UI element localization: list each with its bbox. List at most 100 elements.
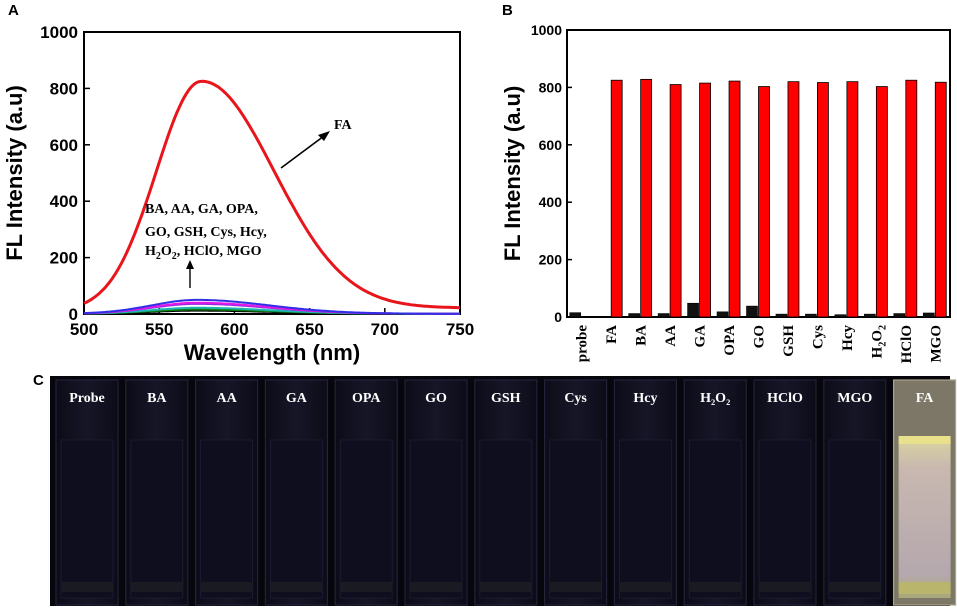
vial-label: OPA	[352, 391, 381, 406]
bar-ga-with-fa	[699, 82, 711, 318]
y-tick-label-b: 600	[539, 137, 563, 153]
vial-gsh: GSH	[474, 379, 538, 606]
x-axis-label-a: Wavelength (nm)	[184, 340, 360, 365]
bar-probe-analyte	[569, 312, 582, 318]
vial-cys: Cys	[543, 379, 608, 606]
bar-h2o2-with-fa	[875, 86, 888, 318]
panel-b-letter: B	[502, 2, 513, 19]
y-tick-label-a: 400	[50, 192, 78, 211]
vial-fa: FA	[892, 379, 957, 606]
bar-opa-with-fa	[728, 80, 741, 318]
bar-hcy-with-fa	[846, 81, 859, 318]
category-label-cys: Cys	[810, 325, 826, 349]
category-label-opa: OPA	[722, 325, 738, 356]
bar-gsh-analyte	[775, 313, 788, 318]
category-label-fa: FA	[604, 325, 620, 344]
bar-hclo-analyte	[893, 313, 906, 318]
bar-hcy-analyte	[834, 314, 847, 318]
vial-probe: Probe	[55, 379, 119, 606]
x-tick-label-a: 650	[295, 320, 323, 339]
vial-h₂o₂: H₂O₂	[683, 379, 747, 606]
bar-mgo-analyte	[922, 312, 935, 318]
bar-go-with-fa	[758, 86, 770, 318]
y-tick-label-b: 0	[554, 309, 562, 325]
category-label-h2o2: H2O2	[869, 325, 888, 358]
y-tick-label-b: 800	[539, 79, 563, 95]
vial-label: GO	[425, 391, 447, 406]
series-line-ba	[84, 298, 460, 315]
panel-a-spectra-chart: 0 200 400 600 800 1000 500 550 600 650 700 750 FL …	[2, 23, 474, 365]
bar-aa-analyte	[657, 313, 670, 318]
others-annotation-line-2: GO, GSH, Cys, Hcy,	[145, 225, 267, 240]
vial-label: H₂O₂	[700, 391, 730, 406]
category-label-hcy: Hcy	[840, 325, 856, 351]
vial-hclo: HClO	[753, 379, 817, 606]
y-tick-label-a: 200	[50, 249, 78, 268]
vial-label: FA	[916, 391, 935, 406]
y-tick-label-a: 1000	[40, 23, 78, 42]
bar-fa-with-fa	[610, 79, 623, 318]
bar-mgo-with-fa	[934, 81, 947, 318]
category-label-aa: AA	[663, 325, 679, 347]
vial-label: AA	[216, 391, 237, 406]
y-tick-label-b: 200	[539, 252, 563, 268]
category-label-probe: probe	[575, 325, 591, 363]
bar-go-analyte	[746, 305, 758, 318]
vial-label: GA	[286, 391, 308, 406]
vial-label: Hcy	[633, 391, 657, 406]
vial-hcy: Hcy	[613, 379, 678, 606]
vial-label: BA	[147, 391, 167, 406]
vial-go: GO	[404, 379, 468, 606]
bar-cys-analyte	[805, 313, 817, 318]
vial-label: MGO	[837, 391, 872, 406]
category-label-go: GO	[752, 325, 768, 348]
category-label-hclo: HClO	[899, 325, 915, 363]
y-tick-label-a: 600	[50, 136, 78, 155]
vial-ba: BA	[125, 379, 189, 606]
bar-ba-analyte	[628, 313, 640, 318]
x-tick-label-a: 550	[145, 320, 173, 339]
panel-c-letter: C	[33, 372, 44, 389]
panel-c-vial-photo: Probe BA AA GA OPA GO GSH Cys Hcy H₂O₂ HClO MGO FA	[50, 376, 957, 606]
fa-arrow	[280, 135, 325, 169]
y-tick-label-b: 1000	[531, 22, 562, 38]
bar-h2o2-analyte	[864, 313, 876, 318]
y-tick-label-a: 800	[50, 79, 78, 98]
vial-opa: OPA	[334, 379, 398, 606]
others-annotation-line-1: BA, AA, GA, OPA,	[145, 202, 258, 217]
category-label-gsh: GSH	[781, 325, 797, 357]
panel-a-letter: A	[8, 2, 19, 19]
x-tick-label-a: 750	[446, 320, 474, 339]
vial-mgo: MGO	[823, 379, 887, 606]
bar-cys-with-fa	[817, 82, 829, 318]
panel-b-bar-chart: 0 200 400 600 800 1000 probe FA BA AA GA OPA GO GSH C…	[500, 22, 951, 363]
bar-aa-with-fa	[669, 84, 682, 318]
bar-opa-analyte	[716, 311, 729, 318]
vial-label: Cys	[564, 391, 587, 406]
x-tick-label-a: 600	[220, 320, 248, 339]
y-axis-label-a: FL Intensity (a.u)	[2, 85, 27, 261]
plot-a-frame	[83, 31, 461, 315]
fa-arrowhead	[318, 131, 330, 141]
x-tick-label-a: 700	[371, 320, 399, 339]
bar-ba-with-fa	[640, 78, 653, 318]
vial-aa: AA	[195, 379, 259, 606]
vial-label: GSH	[491, 391, 521, 406]
series-line-fa	[83, 79, 460, 310]
bar-ga-analyte	[687, 302, 699, 318]
y-axis-label-b: FL Intensity (a.u)	[500, 86, 525, 262]
category-label-ba: BA	[634, 325, 650, 346]
bar-hclo-with-fa	[905, 79, 918, 318]
fa-annotation: FA	[334, 118, 353, 133]
x-tick-label-a: 500	[70, 320, 98, 339]
category-label-ga: GA	[693, 325, 709, 348]
category-label-mgo: MGO	[928, 325, 944, 363]
vial-ga: GA	[264, 379, 328, 606]
others-annotation-line-3: H2O2, HClO, MGO	[145, 244, 262, 262]
vial-label: HClO	[767, 391, 803, 406]
others-arrowhead	[186, 260, 194, 269]
y-tick-label-b: 400	[539, 194, 563, 210]
bar-gsh-with-fa	[787, 81, 800, 318]
y-tick-label-a: 0	[69, 305, 78, 324]
